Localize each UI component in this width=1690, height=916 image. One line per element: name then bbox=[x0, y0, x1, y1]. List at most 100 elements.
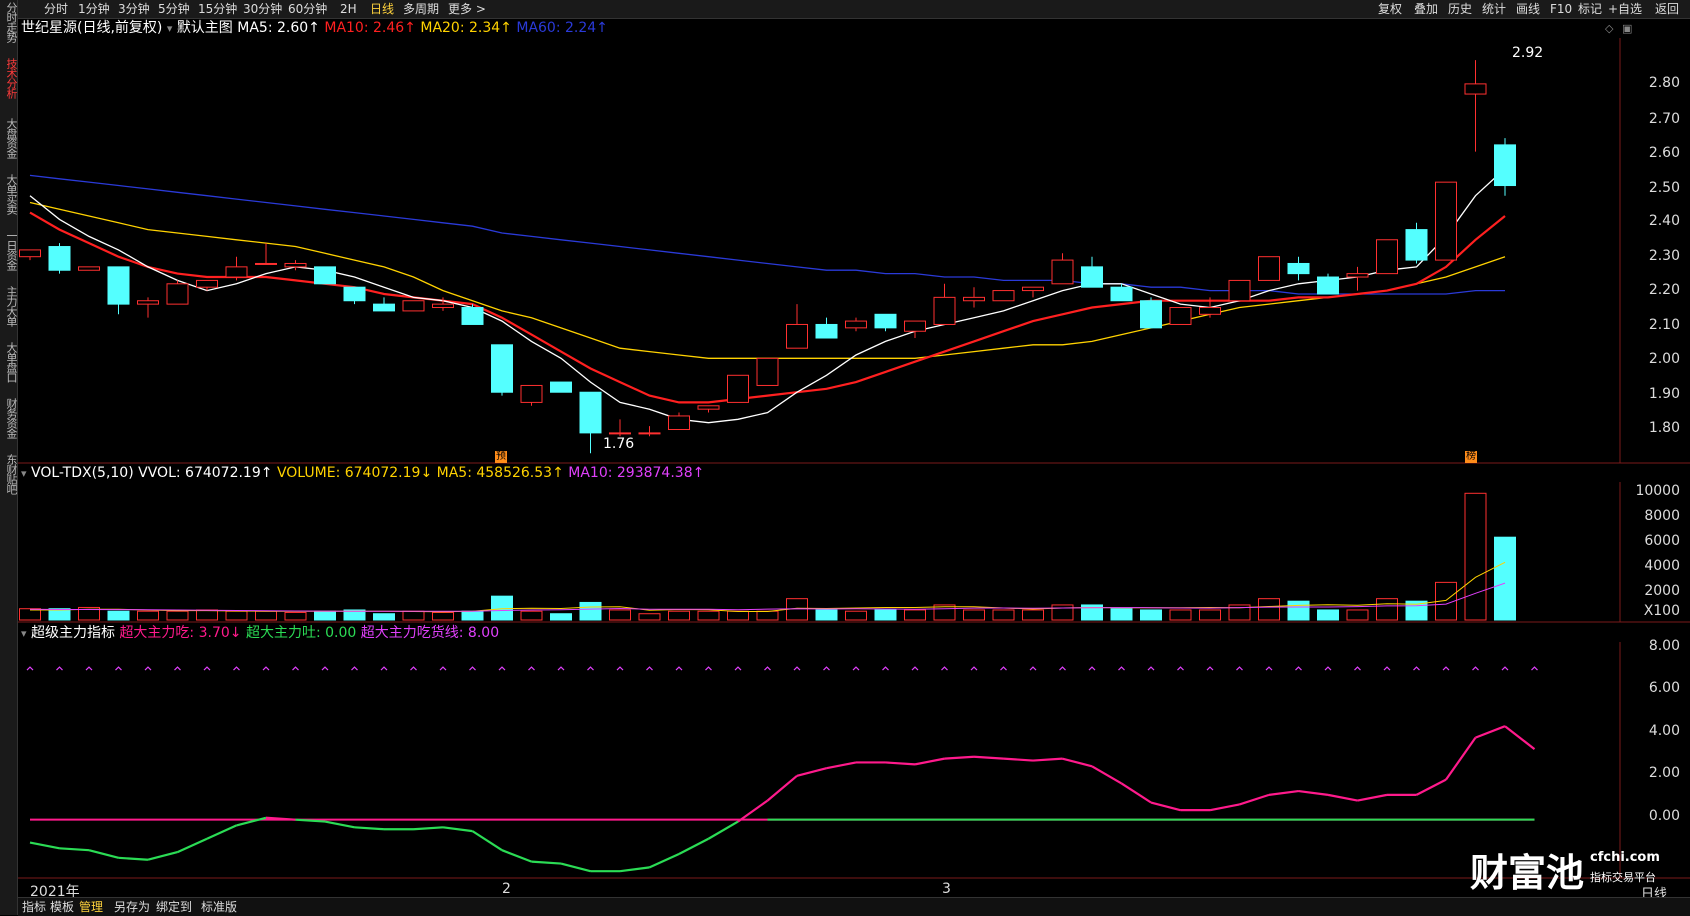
indicator-eat-segment bbox=[944, 755, 975, 760]
bottom-tab-standard[interactable]: 标准版 bbox=[201, 900, 238, 914]
indicator-eat-segment bbox=[88, 849, 119, 859]
chart-settings-icon[interactable]: ◇ bbox=[1605, 22, 1614, 35]
indicator-eat-segment bbox=[737, 799, 769, 823]
indicator-line-marker bbox=[1501, 666, 1509, 671]
sidebar-item-fenshi[interactable]: 分时走势 bbox=[5, 2, 18, 42]
candle-body bbox=[1258, 256, 1280, 281]
period-tab[interactable]: 60分钟 bbox=[288, 2, 328, 16]
chart-maximize-icon[interactable]: ▣ bbox=[1622, 22, 1633, 35]
ma10-path bbox=[29, 211, 1506, 404]
bottom-toolbar: 指标 模板 管理 另存为 绑定到 标准版 bbox=[18, 897, 1690, 916]
toolbar-button-history[interactable]: 历史 bbox=[1448, 2, 1473, 16]
volume-bar bbox=[19, 608, 41, 621]
candle-body bbox=[1317, 276, 1339, 295]
template-name[interactable]: 默认主图 bbox=[176, 20, 233, 36]
toolbar-button-draw[interactable]: 画线 bbox=[1516, 2, 1541, 16]
indicator-eat-segment bbox=[796, 767, 827, 777]
period-tab-active[interactable]: 日线 bbox=[370, 2, 395, 16]
watermark-slogan: 指标交易平台 bbox=[1590, 871, 1656, 884]
sidebar-item-order-book[interactable]: 大单盘口 bbox=[5, 342, 18, 382]
bottom-tab-save-as[interactable]: 另存为 bbox=[114, 900, 151, 914]
period-tab[interactable]: 2H bbox=[340, 2, 357, 16]
indicator-line-marker bbox=[380, 666, 388, 671]
candle-body bbox=[904, 320, 926, 332]
indicator-line-marker bbox=[1295, 666, 1302, 671]
dropdown-icon[interactable]: ▾ bbox=[166, 22, 173, 35]
bottom-tab-bind[interactable]: 绑定到 bbox=[156, 900, 193, 914]
indicator-line-value: 超大主力吃货线: 8.00 bbox=[360, 625, 500, 641]
indicator-name[interactable]: 超级主力指标 bbox=[30, 625, 115, 641]
period-tab[interactable]: 多周期 bbox=[403, 2, 440, 16]
toolbar-button-f10[interactable]: F10 bbox=[1550, 2, 1573, 16]
candle-body bbox=[963, 296, 985, 302]
dropdown-icon[interactable]: ▾ bbox=[21, 627, 27, 640]
sidebar-item-day-funds[interactable]: 一日资金 bbox=[5, 230, 18, 270]
toolbar-button-adjust[interactable]: 复权 bbox=[1378, 2, 1403, 16]
volume-bar bbox=[756, 610, 779, 621]
candle-body bbox=[1081, 266, 1103, 288]
indicator-line-marker bbox=[705, 666, 712, 671]
toolbar-button-stats[interactable]: 统计 bbox=[1482, 2, 1507, 16]
ma5-label: MA5: 2.60↑ bbox=[237, 20, 320, 36]
indicator-eat-segment bbox=[1504, 725, 1536, 750]
indicator-eat-segment bbox=[1062, 757, 1093, 768]
x-axis-label: 3 bbox=[942, 881, 951, 897]
dropdown-icon[interactable]: ▾ bbox=[21, 467, 27, 480]
toolbar-button-overlay[interactable]: 叠加 bbox=[1414, 2, 1439, 16]
bottom-tab-template[interactable]: 模板 bbox=[50, 900, 75, 914]
price-tick: 1.90 bbox=[1648, 386, 1680, 402]
price-tick: 1.80 bbox=[1648, 420, 1680, 436]
indicator-line-marker bbox=[646, 666, 653, 671]
period-tab[interactable]: 1分钟 bbox=[78, 2, 110, 16]
stock-title[interactable]: 世纪星源(日线,前复权) bbox=[21, 20, 163, 36]
period-tab[interactable]: 分时 bbox=[44, 2, 69, 16]
period-tab[interactable]: 5分钟 bbox=[158, 2, 190, 16]
sidebar-item-finance[interactable]: 财务资金 bbox=[5, 398, 18, 438]
candle-body bbox=[1169, 307, 1192, 325]
volume-bar bbox=[1494, 536, 1516, 621]
candle-body bbox=[845, 320, 867, 329]
volume-bar bbox=[845, 610, 867, 621]
candle-body bbox=[166, 283, 189, 305]
sidebar-item-forum[interactable]: 东财贴吧 bbox=[5, 454, 18, 494]
candle-body bbox=[78, 266, 100, 271]
indicator-spit-value: 超大主力吐: 0.00 bbox=[245, 625, 357, 641]
candle-body bbox=[786, 323, 808, 349]
volume-tick: 10000 bbox=[1635, 483, 1680, 499]
indicator-line-marker bbox=[911, 666, 919, 671]
indicator-line-marker bbox=[1265, 666, 1273, 671]
indicator-line-marker bbox=[941, 666, 948, 671]
indicator-eat-segment bbox=[471, 830, 503, 852]
candles bbox=[19, 60, 1516, 454]
sidebar-item-main-orders[interactable]: 主力大单 bbox=[5, 286, 18, 326]
event-marker-yu[interactable]: 预 bbox=[495, 451, 507, 463]
ma5-line bbox=[29, 168, 1506, 424]
indicator-eat-segment bbox=[1475, 725, 1506, 739]
event-marker-bang[interactable]: 榜 bbox=[1465, 451, 1477, 463]
toolbar-button-back[interactable]: 返回 bbox=[1655, 2, 1680, 16]
candle-body bbox=[1464, 83, 1487, 95]
period-tab[interactable]: 30分钟 bbox=[243, 2, 283, 16]
indicator-eat-segment bbox=[324, 820, 355, 829]
period-tab[interactable]: 15分钟 bbox=[198, 2, 238, 16]
toolbar-button-mark[interactable]: 标记 bbox=[1578, 2, 1603, 16]
volume-indicator-name[interactable]: VOL-TDX(5,10) bbox=[30, 465, 134, 481]
volume-bar bbox=[284, 611, 307, 621]
indicator-line-marker bbox=[498, 666, 506, 671]
toolbar-button-add-watchlist[interactable]: +自选 bbox=[1608, 2, 1643, 16]
sidebar-item-big-orders[interactable]: 大单买卖 bbox=[5, 174, 18, 214]
indicator-line-marker bbox=[203, 666, 211, 671]
more-periods-button[interactable]: 更多 > bbox=[448, 2, 486, 16]
volume-legend: ▾ VOL-TDX(5,10) VVOL: 674072.19↑ VOLUME:… bbox=[21, 464, 704, 483]
sidebar-item-tech-analysis[interactable]: 技术分析 bbox=[5, 58, 18, 98]
sidebar-item-market-funds[interactable]: 大盘资金 bbox=[5, 118, 18, 158]
indicator-line-marker bbox=[557, 666, 565, 671]
indicator-line-marker bbox=[174, 666, 181, 671]
candle-body bbox=[402, 300, 425, 312]
period-tab[interactable]: 3分钟 bbox=[118, 2, 150, 16]
bottom-tab-manage[interactable]: 管理 bbox=[79, 900, 104, 914]
price-tick: 2.50 bbox=[1648, 180, 1680, 196]
indicator-line-marker bbox=[616, 666, 624, 671]
bottom-tab-indicator[interactable]: 指标 bbox=[22, 900, 47, 914]
